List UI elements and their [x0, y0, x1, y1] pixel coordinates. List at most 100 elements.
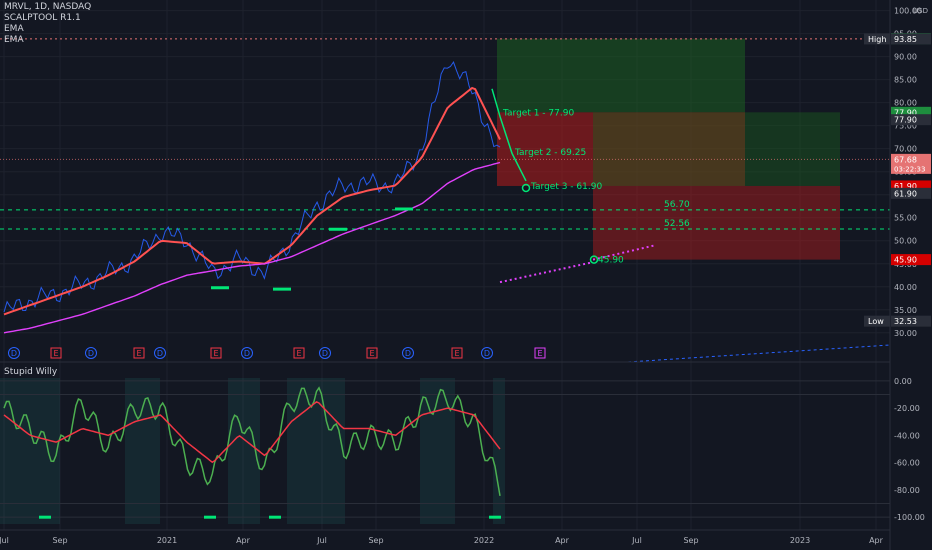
badge-label: Low — [868, 317, 884, 326]
price-badge-text: 67.68 — [894, 155, 917, 164]
profit-zone-1 — [497, 38, 745, 113]
event-letter: D — [484, 349, 490, 358]
series-line-3 — [3, 161, 501, 334]
level-lines — [0, 38, 891, 363]
osc-tick: -100.00 — [894, 513, 925, 522]
event-letter: E — [369, 349, 374, 358]
event-shape — [534, 347, 546, 359]
time-axis[interactable]: Jul Sep 2021 Apr Jul Sep 2022 Apr Jul Sep 2023 Apr — [0, 529, 890, 545]
event-shape — [210, 347, 222, 359]
event-dividend[interactable]: D — [154, 347, 166, 359]
indicator-label-2[interactable]: EMA — [4, 24, 24, 34]
event-shape — [366, 347, 378, 359]
event-dividend[interactable]: D — [481, 347, 493, 359]
price-badge-text: 93.85 — [894, 35, 917, 44]
event-earnings[interactable]: E — [293, 347, 305, 359]
event-dividend[interactable]: D — [319, 347, 331, 359]
event-letter: D — [157, 349, 163, 358]
event-earnings-upcoming[interactable]: E — [534, 347, 546, 359]
price-tick: 55.00 — [894, 214, 917, 223]
event-shape — [402, 347, 414, 359]
event-letter: D — [244, 349, 250, 358]
symbol-line[interactable]: MRVL, 1D, NASDAQ — [4, 2, 92, 12]
osc-band — [0, 378, 60, 524]
event-shape — [241, 347, 253, 359]
price-badge-text: 77.90 — [894, 108, 917, 117]
time-label: Sep — [52, 536, 67, 545]
time-label: 2023 — [790, 536, 810, 545]
event-letter: E — [136, 349, 141, 358]
event-earnings[interactable]: E — [133, 347, 145, 359]
grid — [0, 0, 890, 530]
time-label: Jul — [631, 536, 642, 545]
event-letter: E — [454, 349, 459, 358]
series-line-2 — [3, 86, 501, 316]
osc-tick: 0.00 — [894, 377, 912, 386]
price-tick: 35.00 — [894, 306, 917, 315]
event-earnings[interactable]: E — [210, 347, 222, 359]
osc-line-1 — [3, 386, 501, 497]
price-badge-text: 61.90 — [894, 189, 917, 198]
indicator-label-1[interactable]: SCALPTOOL R1.1 — [4, 13, 81, 23]
time-label: Jul — [316, 536, 327, 545]
loss-zone-1 — [497, 112, 745, 186]
price-axis[interactable]: 100.0095.0090.0085.0080.0075.0070.0065.0… — [864, 7, 931, 338]
osc-tick: -60.00 — [894, 459, 920, 468]
price-tick: 90.00 — [894, 53, 917, 62]
target-label-1: Target 1 - 77.90 — [502, 108, 574, 118]
price-tick: 30.00 — [894, 329, 917, 338]
oscillator-axis[interactable]: 0.00 -20.00 -40.00 -60.00 -80.00 -100.00 — [894, 377, 925, 522]
event-shape — [85, 347, 97, 359]
badge-label-bg — [864, 315, 890, 327]
price-tick: 50.00 — [894, 237, 917, 246]
projection-line-2 — [592, 244, 656, 261]
price-tick: 85.00 — [894, 76, 917, 85]
event-dividend[interactable]: D — [85, 347, 97, 359]
time-label: Sep — [683, 536, 698, 545]
target-label-2: Target 2 - 69.25 — [514, 148, 586, 158]
price-badge-text: 61.90 — [894, 182, 917, 191]
event-dividend[interactable]: D — [8, 347, 20, 359]
price-tick: 70.00 — [894, 145, 917, 154]
oscillator-title[interactable]: Stupid Willy — [4, 367, 58, 377]
price-badge — [891, 153, 931, 174]
price-tick: 100.00 — [894, 7, 922, 16]
price-badge — [891, 114, 931, 126]
time-label: Apr — [555, 536, 570, 545]
time-label: Apr — [869, 536, 884, 545]
price-badge-text: 32.53 — [894, 317, 917, 326]
event-letter: D — [88, 349, 94, 358]
price-tick: 80.00 — [894, 99, 917, 108]
event-shape — [133, 347, 145, 359]
header: MRVL, 1D, NASDAQ SCALPTOOL R1.1 EMA EMA — [4, 2, 91, 46]
target-annotations: Target 1 - 77.90 Target 2 - 69.25 Target 3… — [211, 88, 690, 291]
osc-line-2 — [3, 401, 501, 464]
event-dividend[interactable]: D — [241, 347, 253, 359]
price-badge-sub: 03:22:33 — [894, 165, 925, 173]
time-label: Sep — [368, 536, 383, 545]
price-badge-text: 77.90 — [894, 116, 917, 125]
event-shape — [481, 347, 493, 359]
event-earnings[interactable]: E — [366, 347, 378, 359]
event-letter: D — [11, 349, 17, 358]
loss-zone-2 — [593, 185, 840, 260]
event-shape — [8, 347, 20, 359]
indicator-label-3[interactable]: EMA — [4, 35, 24, 45]
event-letter: D — [322, 349, 328, 358]
badge-label: High — [868, 35, 886, 44]
event-dividend[interactable]: D — [402, 347, 414, 359]
osc-tick: -80.00 — [894, 486, 920, 495]
event-earnings[interactable]: E — [50, 347, 62, 359]
time-label: 2021 — [157, 536, 177, 545]
price-badge — [891, 187, 931, 199]
level-label-2: 52.56 — [664, 219, 690, 229]
osc-band — [125, 378, 160, 524]
price-tick: 75.00 — [894, 122, 917, 131]
profit-zone-2 — [593, 112, 840, 186]
osc-band — [493, 378, 505, 524]
price-badge — [891, 180, 931, 192]
target-3-marker — [521, 183, 531, 193]
event-earnings[interactable]: E — [451, 347, 463, 359]
